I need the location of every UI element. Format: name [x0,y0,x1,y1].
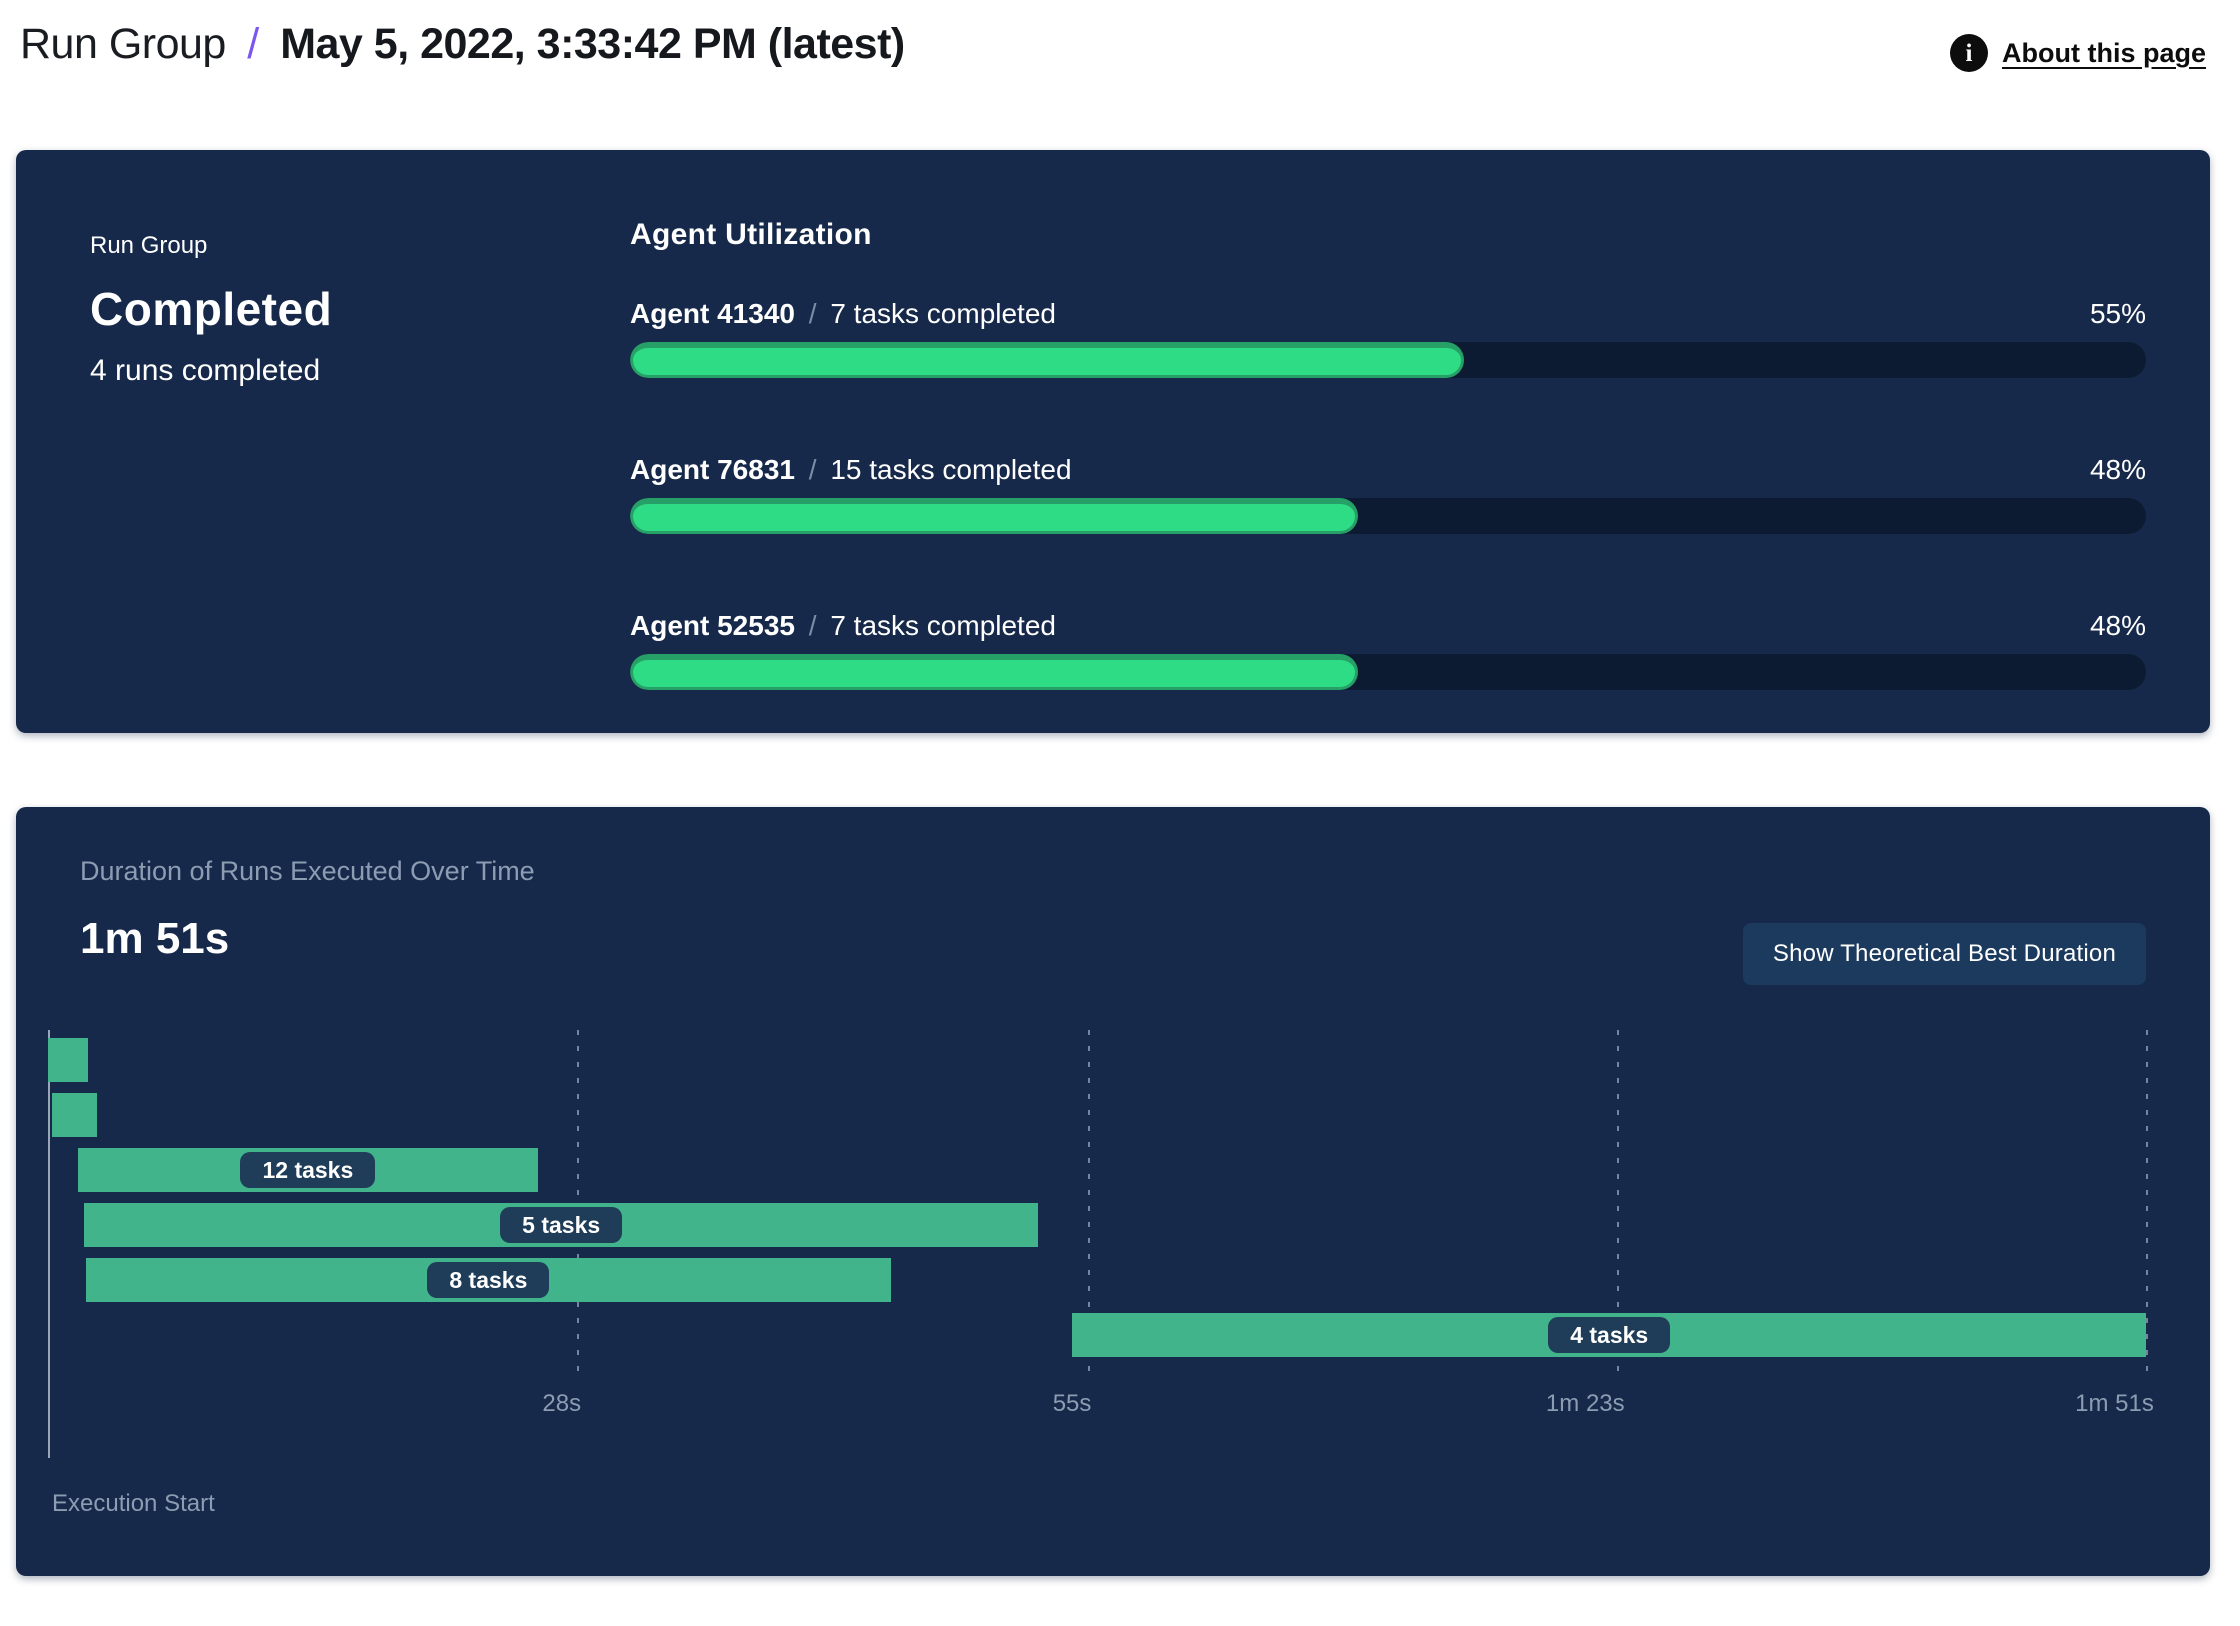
agent-label-separator: / [808,610,817,641]
agent-label: Agent 52535 / 7 tasks completed [630,610,1056,642]
agent-label-separator: / [808,454,817,485]
run-task-count-pill: 12 tasks [240,1152,376,1188]
show-theoretical-best-duration-button[interactable]: Show Theoretical Best Duration [1742,923,2146,985]
agent-name: Agent 41340 [630,298,795,329]
duration-chart-title: Duration of Runs Executed Over Time [80,856,535,886]
duration-gantt-chart: 28s 55s 1m 23s 1m 51s 12 tasks 5 tasks 8 tasks… [48,1030,2154,1460]
execution-start-axis-line [48,1030,50,1458]
agent-label: Agent 76831 / 15 tasks completed [630,454,1072,486]
run-duration-bar[interactable] [48,1038,88,1082]
info-icon: i [1950,34,1988,72]
agent-tasks-completed: 7 tasks completed [830,298,1056,329]
agent-utilization-row: Agent 52535 / 7 tasks completed 48% [630,610,2146,690]
agent-label-line: Agent 76831 / 15 tasks completed 48% [630,454,2146,486]
agent-utilization-row: Agent 41340 / 7 tasks completed 55% [630,298,2146,378]
gantt-gridline [1087,1030,1090,1378]
agent-label: Agent 41340 / 7 tasks completed [630,298,1056,330]
agent-utilization-row: Agent 76831 / 15 tasks completed 48% [630,454,2146,534]
run-duration-bar[interactable]: 12 tasks [78,1148,538,1192]
info-icon-glyph: i [1965,39,1973,67]
agent-utilization-percent: 55% [2089,298,2146,329]
agent-name: Agent 52535 [630,610,795,641]
page-title-date: May 5, 2022, 3:33:42 PM (latest) [280,20,905,68]
agent-utilization-progress-track [630,342,2146,378]
agent-utilization-progress-fill [630,498,1358,534]
agent-tasks-completed: 7 tasks completed [830,610,1056,641]
total-duration-value: 1m 51s [80,914,230,963]
run-task-count-pill: 5 tasks [500,1207,623,1243]
summary-eyebrow: Run Group [90,232,208,259]
breadcrumb-run-group[interactable]: Run Group [20,20,226,68]
run-group-summary: Run Group Completed 4 runs completed [90,218,630,733]
run-group-status: Completed [90,283,333,335]
agent-utilization-section: Agent Utilization Agent 41340 / 7 tasks … [630,218,2146,733]
duration-chart-card: Duration of Runs Executed Over Time 1m 5… [16,807,2210,1576]
agent-utilization-progress-fill [630,654,1358,690]
about-this-page-link[interactable]: i About this page [1950,34,2206,72]
about-link-label: About this page [2002,37,2206,68]
page: Run Group / May 5, 2022, 3:33:42 PM (lat… [16,14,2210,1576]
run-task-count-pill: 8 tasks [427,1262,550,1298]
gantt-axis-tick-label: 1m 23s [1545,1390,1625,1417]
gantt-axis-tick-label: 1m 51s [2075,1390,2154,1417]
agent-utilization-progress-fill [630,342,1464,378]
runs-completed-count: 4 runs completed [90,354,321,387]
duration-chart-titles: Duration of Runs Executed Over Time 1m 5… [80,855,535,965]
agent-tasks-completed: 15 tasks completed [830,454,1072,485]
run-duration-bar[interactable]: 8 tasks [85,1258,891,1302]
agent-utilization-progress-track [630,498,2146,534]
agent-label-line: Agent 41340 / 7 tasks completed 55% [630,298,2146,330]
breadcrumb-separator-icon: / [247,20,259,68]
agent-label-separator: / [808,298,817,329]
duration-chart-header: Duration of Runs Executed Over Time 1m 5… [80,855,2146,985]
run-duration-bar[interactable]: 5 tasks [83,1203,1039,1247]
gantt-axis-tick-label: 28s [542,1390,582,1417]
run-duration-bar[interactable]: 4 tasks [1072,1313,2146,1357]
run-duration-bar[interactable] [51,1093,98,1137]
page-title: Run Group / May 5, 2022, 3:33:42 PM (lat… [20,20,905,69]
run-task-count-pill: 4 tasks [1548,1317,1671,1353]
agent-utilization-list: Agent 41340 / 7 tasks completed 55% Agen… [630,298,2146,690]
run-group-summary-card: Run Group Completed 4 runs completed Age… [16,150,2210,733]
agent-utilization-progress-track [630,654,2146,690]
gantt-axis-tick-label: 55s [1052,1390,1092,1417]
execution-start-label: Execution Start [52,1490,215,1517]
agent-utilization-title: Agent Utilization [630,218,872,251]
agent-utilization-percent: 48% [2089,610,2146,641]
agent-name: Agent 76831 [630,454,795,485]
gantt-gridline [2146,1030,2148,1378]
agent-utilization-percent: 48% [2089,454,2146,485]
agent-label-line: Agent 52535 / 7 tasks completed 48% [630,610,2146,642]
gantt-gridline [1616,1030,1619,1378]
page-header: Run Group / May 5, 2022, 3:33:42 PM (lat… [16,14,2210,110]
